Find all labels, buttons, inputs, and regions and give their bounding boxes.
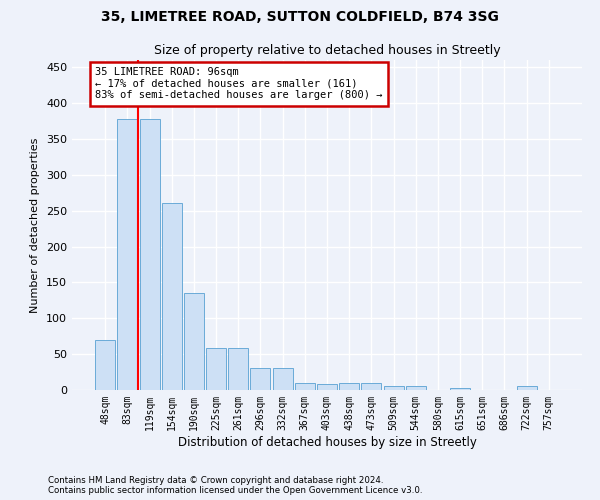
Bar [450, 388, 470, 390]
Bar [361, 383, 382, 390]
Bar [184, 293, 204, 390]
Bar [317, 384, 337, 390]
Text: 35, LIMETREE ROAD, SUTTON COLDFIELD, B74 3SG: 35, LIMETREE ROAD, SUTTON COLDFIELD, B74… [101, 10, 499, 24]
Bar [250, 368, 271, 390]
Bar [140, 119, 160, 390]
Bar [295, 383, 315, 390]
Bar [406, 386, 426, 390]
Bar [339, 383, 359, 390]
Bar [383, 386, 404, 390]
Bar [228, 348, 248, 390]
Y-axis label: Number of detached properties: Number of detached properties [31, 138, 40, 312]
Bar [95, 340, 115, 390]
Bar [162, 204, 182, 390]
Bar [206, 348, 226, 390]
X-axis label: Distribution of detached houses by size in Streetly: Distribution of detached houses by size … [178, 436, 476, 448]
Bar [118, 119, 137, 390]
Text: 35 LIMETREE ROAD: 96sqm
← 17% of detached houses are smaller (161)
83% of semi-d: 35 LIMETREE ROAD: 96sqm ← 17% of detache… [95, 67, 383, 100]
Text: Contains HM Land Registry data © Crown copyright and database right 2024.
Contai: Contains HM Land Registry data © Crown c… [48, 476, 422, 495]
Bar [272, 368, 293, 390]
Bar [517, 386, 536, 390]
Title: Size of property relative to detached houses in Streetly: Size of property relative to detached ho… [154, 44, 500, 58]
